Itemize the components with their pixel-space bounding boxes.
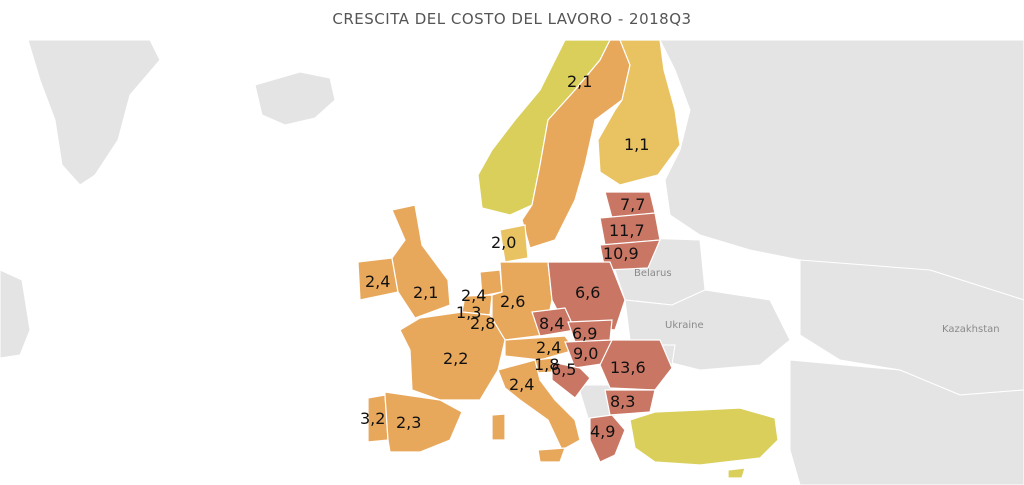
- value-slovenia: 1,8: [534, 355, 559, 374]
- sardinia-shape: [491, 413, 506, 441]
- finland-shape: [597, 39, 681, 186]
- country-shapes: [357, 39, 779, 479]
- greenland: [27, 39, 161, 186]
- value-france: 2,2: [443, 349, 468, 368]
- value-uk: 2,1: [413, 283, 438, 302]
- russia-west: [659, 39, 1024, 301]
- value-labels: 2,1 1,1 7,7 11,7 10,9 2,0 2,4 2,1 2,4 1,…: [360, 72, 649, 441]
- value-hungary: 9,0: [573, 344, 598, 363]
- value-ireland: 2,4: [365, 272, 390, 291]
- value-slovakia: 6,9: [572, 324, 597, 343]
- value-germany: 2,6: [500, 292, 525, 311]
- label-kazakhstan: Kazakhstan: [942, 324, 1000, 335]
- value-belgium: 1,3: [456, 303, 481, 322]
- value-austria: 2,4: [536, 338, 561, 357]
- value-finland: 1,1: [624, 135, 649, 154]
- france-shape: [399, 311, 506, 401]
- canada-edge: [0, 269, 31, 359]
- label-belarus: Belarus: [634, 268, 672, 279]
- value-croatia: 6,5: [551, 360, 576, 379]
- label-ukraine: Ukraine: [665, 320, 704, 331]
- value-bulgaria: 8,3: [610, 392, 635, 411]
- europe-map-svg: Belarus Ukraine Kazakhstan 2,1 1,1 7,7 1…: [0, 39, 1024, 485]
- value-romania: 13,6: [610, 358, 646, 377]
- value-czechia: 8,4: [539, 314, 564, 333]
- chart-title: CRESCITA DEL COSTO DEL LAVORO - 2018Q3: [332, 10, 692, 28]
- denmark-shape: [499, 224, 529, 263]
- value-denmark: 2,0: [491, 233, 516, 252]
- bulgaria-shape: [604, 389, 656, 416]
- value-luxembourg: 2,8: [470, 314, 495, 333]
- croatia-shape: [551, 361, 591, 399]
- value-lithuania: 10,9: [603, 244, 639, 263]
- neighbor-labels: Belarus Ukraine Kazakhstan: [634, 268, 1000, 335]
- value-portugal: 3,2: [360, 409, 385, 428]
- greece-shape: [589, 414, 626, 463]
- value-greece: 4,9: [590, 422, 615, 441]
- value-italy: 2,4: [509, 375, 534, 394]
- value-poland: 6,6: [575, 283, 600, 302]
- sicily-shape: [537, 447, 566, 463]
- value-spain: 2,3: [396, 413, 421, 432]
- caucasus-central-asia: [789, 359, 1024, 485]
- choropleth-map[interactable]: Belarus Ukraine Kazakhstan 2,1 1,1 7,7 1…: [0, 38, 1024, 485]
- iceland: [254, 71, 336, 126]
- spain-shape: [384, 391, 463, 453]
- value-sweden: 2,1: [567, 72, 592, 91]
- turkey-shape: [629, 407, 779, 466]
- uk-shape: [391, 204, 451, 319]
- value-estonia: 7,7: [620, 195, 645, 214]
- italy-shape: [497, 359, 581, 451]
- austria-shape: [504, 335, 576, 361]
- value-netherlands: 2,4: [461, 286, 486, 305]
- cyprus-shape: [727, 467, 746, 479]
- background-land: [0, 39, 1024, 485]
- value-latvia: 11,7: [609, 221, 645, 240]
